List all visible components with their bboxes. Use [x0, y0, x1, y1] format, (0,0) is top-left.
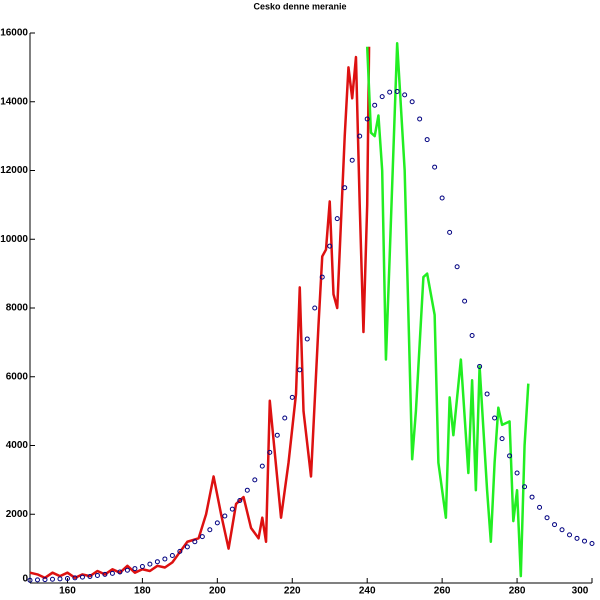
- marker: [537, 504, 543, 510]
- x-tick-label: 280: [509, 586, 526, 597]
- marker: [94, 572, 100, 578]
- marker: [529, 494, 535, 500]
- marker: [514, 470, 520, 476]
- marker: [342, 185, 348, 191]
- marker: [57, 576, 63, 582]
- marker: [477, 363, 483, 369]
- x-tick-label: 260: [434, 586, 451, 597]
- marker: [244, 487, 250, 493]
- marker: [154, 559, 160, 565]
- marker: [349, 157, 355, 163]
- marker: [267, 449, 273, 455]
- marker: [327, 243, 333, 249]
- data-line: [365, 42, 530, 578]
- marker: [222, 513, 228, 519]
- marker: [552, 522, 558, 528]
- marker: [432, 164, 438, 170]
- marker: [282, 415, 288, 421]
- marker: [567, 532, 573, 538]
- y-tick-label: 2000: [6, 509, 29, 520]
- y-tick-label: 14000: [0, 96, 28, 107]
- marker: [192, 539, 198, 545]
- marker: [42, 577, 48, 583]
- marker: [214, 520, 220, 526]
- y-tick-label: 6000: [6, 371, 29, 382]
- marker: [559, 527, 565, 533]
- marker: [484, 391, 490, 397]
- marker: [237, 498, 243, 503]
- y-tick-label: 4000: [6, 440, 29, 451]
- marker: [64, 576, 70, 582]
- marker: [319, 274, 325, 280]
- marker: [312, 305, 318, 311]
- marker: [252, 477, 258, 483]
- x-tick-label: 160: [59, 586, 76, 597]
- marker: [417, 116, 423, 122]
- marker: [102, 571, 108, 577]
- y-tick-label: 8000: [6, 303, 29, 314]
- marker: [589, 540, 595, 546]
- marker: [304, 336, 310, 342]
- chart-title: Cesko denne meranie: [253, 1, 346, 11]
- marker: [409, 99, 415, 105]
- marker: [87, 573, 93, 579]
- marker: [372, 102, 378, 108]
- x-tick-label: 240: [359, 586, 376, 597]
- marker: [574, 535, 580, 541]
- marker: [289, 394, 295, 400]
- marker: [274, 432, 280, 438]
- marker: [499, 436, 505, 442]
- marker: [72, 575, 78, 581]
- marker: [259, 463, 265, 469]
- marker: [469, 333, 475, 338]
- marker: [402, 92, 408, 98]
- marker: [27, 577, 33, 583]
- marker: [334, 216, 340, 222]
- y-tick-label: 16000: [0, 28, 28, 39]
- marker: [424, 137, 430, 143]
- y-tick-label: 0: [22, 574, 28, 585]
- marker: [379, 94, 385, 100]
- marker: [522, 484, 528, 490]
- data-line: [29, 46, 371, 580]
- x-tick-label: 220: [284, 586, 301, 597]
- marker: [507, 453, 513, 459]
- marker: [492, 415, 498, 421]
- x-tick-label: 300: [572, 586, 589, 597]
- marker: [109, 570, 115, 576]
- marker: [139, 564, 145, 569]
- marker: [447, 229, 453, 235]
- marker: [229, 506, 235, 512]
- marker: [49, 576, 55, 582]
- marker: [462, 298, 468, 304]
- marker: [169, 553, 175, 558]
- marker: [297, 367, 303, 373]
- marker: [117, 569, 123, 575]
- marker: [34, 577, 40, 583]
- marker: [454, 264, 460, 270]
- y-tick-label: 10000: [0, 234, 28, 245]
- marker: [544, 515, 550, 521]
- marker: [387, 89, 393, 95]
- marker: [177, 548, 183, 554]
- y-tick-label: 12000: [0, 165, 28, 176]
- marker: [357, 133, 363, 139]
- marker: [124, 567, 130, 573]
- marker: [364, 116, 370, 122]
- marker: [207, 527, 213, 533]
- marker: [184, 544, 190, 550]
- marker: [199, 534, 205, 540]
- marker: [394, 88, 400, 94]
- x-tick-label: 200: [209, 586, 226, 597]
- marker: [162, 556, 168, 562]
- marker: [582, 538, 588, 544]
- marker: [79, 574, 85, 580]
- marker: [132, 566, 138, 572]
- x-tick-label: 180: [134, 586, 151, 597]
- marker: [147, 561, 153, 567]
- marker: [439, 195, 445, 201]
